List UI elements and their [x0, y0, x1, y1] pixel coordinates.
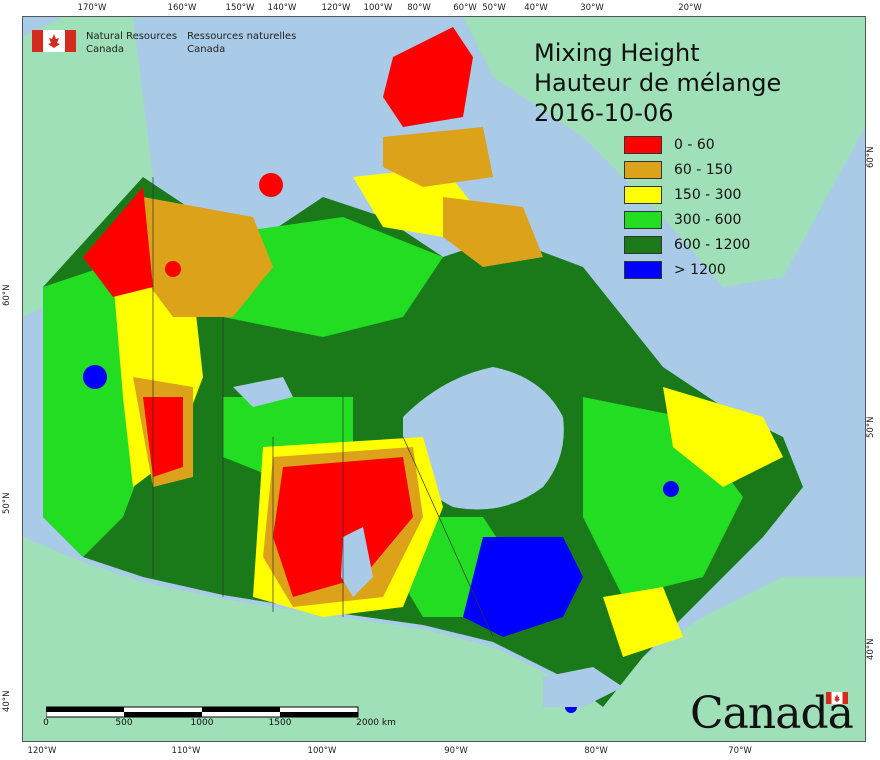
- band-0-60-ellesmere: [383, 27, 473, 127]
- right-tick-40n: 40°N: [866, 638, 876, 660]
- legend-item: 600 - 1200: [624, 232, 750, 257]
- bottom-tick-90w: 90°W: [444, 746, 468, 756]
- canada-flag-icon: [32, 30, 76, 52]
- provincial-borders: [152, 177, 494, 638]
- legend-item: 60 - 150: [624, 157, 750, 182]
- legend-swatch: [624, 210, 662, 229]
- left-tick-60n: 60°N: [2, 284, 12, 306]
- top-tick-170w: 170°W: [77, 3, 107, 13]
- right-tick-60n: 60°N: [866, 146, 876, 168]
- title-english: Mixing Height: [534, 39, 700, 67]
- nrcan-french: Ressources naturelles Canada: [187, 30, 296, 56]
- legend-label: 0 - 60: [674, 136, 715, 153]
- legend-item: 150 - 300: [624, 182, 750, 207]
- usa-land: [23, 537, 865, 741]
- top-tick-40w: 40°W: [524, 3, 548, 13]
- blue-spot-quebec: [663, 481, 679, 497]
- map-canvas[interactable]: [22, 16, 866, 742]
- legend-swatch: [624, 185, 662, 204]
- scale-label-1500: 1500: [268, 718, 292, 728]
- top-tick-120w: 120°W: [321, 3, 351, 13]
- right-tick-50n: 50°N: [866, 416, 876, 438]
- band-150-300-east: [663, 387, 783, 487]
- top-tick-160w: 160°W: [167, 3, 197, 13]
- band-60-150-northwest: [143, 197, 273, 317]
- left-tick-40n: 40°N: [2, 690, 12, 712]
- legend-item: 0 - 60: [624, 132, 750, 157]
- red-spot-nwt: [165, 261, 181, 277]
- legend: 0 - 60 60 - 150 150 - 300 300 - 600 600 …: [624, 132, 750, 282]
- alaska-land: [23, 17, 153, 317]
- bottom-tick-100w: 100°W: [307, 746, 337, 756]
- scale-label-500: 500: [115, 718, 133, 728]
- top-tick-50w: 50°W: [482, 3, 506, 13]
- great-lakes: [543, 667, 623, 707]
- band-over-1200-ontario: [463, 537, 583, 637]
- nrcan-english: Natural Resources Canada: [86, 30, 177, 56]
- bottom-tick-70w: 70°W: [728, 746, 752, 756]
- top-tick-80w: 80°W: [407, 3, 431, 13]
- bottom-tick-110w: 110°W: [171, 746, 201, 756]
- legend-item: 300 - 600: [624, 207, 750, 232]
- left-tick-50n: 50°N: [2, 492, 12, 514]
- band-60-150-arctic: [383, 127, 493, 187]
- title-french: Hauteur de mélange: [534, 69, 782, 97]
- nrcan-fr-line1: Ressources naturelles: [187, 31, 297, 42]
- hudson-bay: [403, 367, 564, 510]
- top-tick-140w: 140°W: [267, 3, 297, 13]
- scale-label-1000: 1000: [190, 718, 214, 728]
- wordmark-flag-icon: [826, 692, 848, 704]
- top-tick-30w: 30°W: [580, 3, 604, 13]
- nrcan-en-line2: Canada: [86, 44, 125, 55]
- legend-label: 600 - 1200: [674, 236, 751, 253]
- band-150-300-maritimes: [603, 587, 683, 657]
- scale-label-0: 0: [43, 718, 49, 728]
- bottom-tick-80w: 80°W: [584, 746, 608, 756]
- map-title: Mixing Height Hauteur de mélange 2016-10…: [534, 38, 781, 128]
- legend-swatch: [624, 235, 662, 254]
- blue-spot-bc: [83, 365, 107, 389]
- top-tick-60w: 60°W: [453, 3, 477, 13]
- nrcan-fr-line2: Canada: [187, 44, 226, 55]
- red-spot-arctic: [259, 173, 283, 197]
- bottom-tick-120w: 120°W: [27, 746, 57, 756]
- band-0-60-yukon: [83, 187, 153, 297]
- nrcan-signature: Natural Resources Canada Ressources natu…: [32, 30, 296, 56]
- nrcan-en-line1: Natural Resources: [86, 31, 178, 42]
- scale-label-2000: 2000 km: [356, 718, 396, 728]
- legend-swatch: [624, 160, 662, 179]
- lake-winnipeg: [341, 527, 373, 597]
- title-date: 2016-10-06: [534, 99, 674, 127]
- top-tick-150w: 150°W: [225, 3, 255, 13]
- scale-bar: 0 500 1000 1500 2000 km: [43, 704, 396, 728]
- legend-item: > 1200: [624, 257, 750, 282]
- legend-label: 300 - 600: [674, 211, 742, 228]
- legend-label: 150 - 300: [674, 186, 742, 203]
- greenland-land: [463, 17, 865, 287]
- legend-label: > 1200: [674, 261, 726, 278]
- top-tick-100w: 100°W: [363, 3, 393, 13]
- great-slave-lake: [233, 377, 293, 407]
- top-tick-20w: 20°W: [678, 3, 702, 13]
- map-svg: [23, 17, 865, 741]
- legend-label: 60 - 150: [674, 161, 733, 178]
- scale-bar-graphic: [45, 706, 359, 718]
- band-60-150-arctic-east: [443, 197, 543, 267]
- legend-swatch: [624, 135, 662, 154]
- legend-swatch: [624, 260, 662, 279]
